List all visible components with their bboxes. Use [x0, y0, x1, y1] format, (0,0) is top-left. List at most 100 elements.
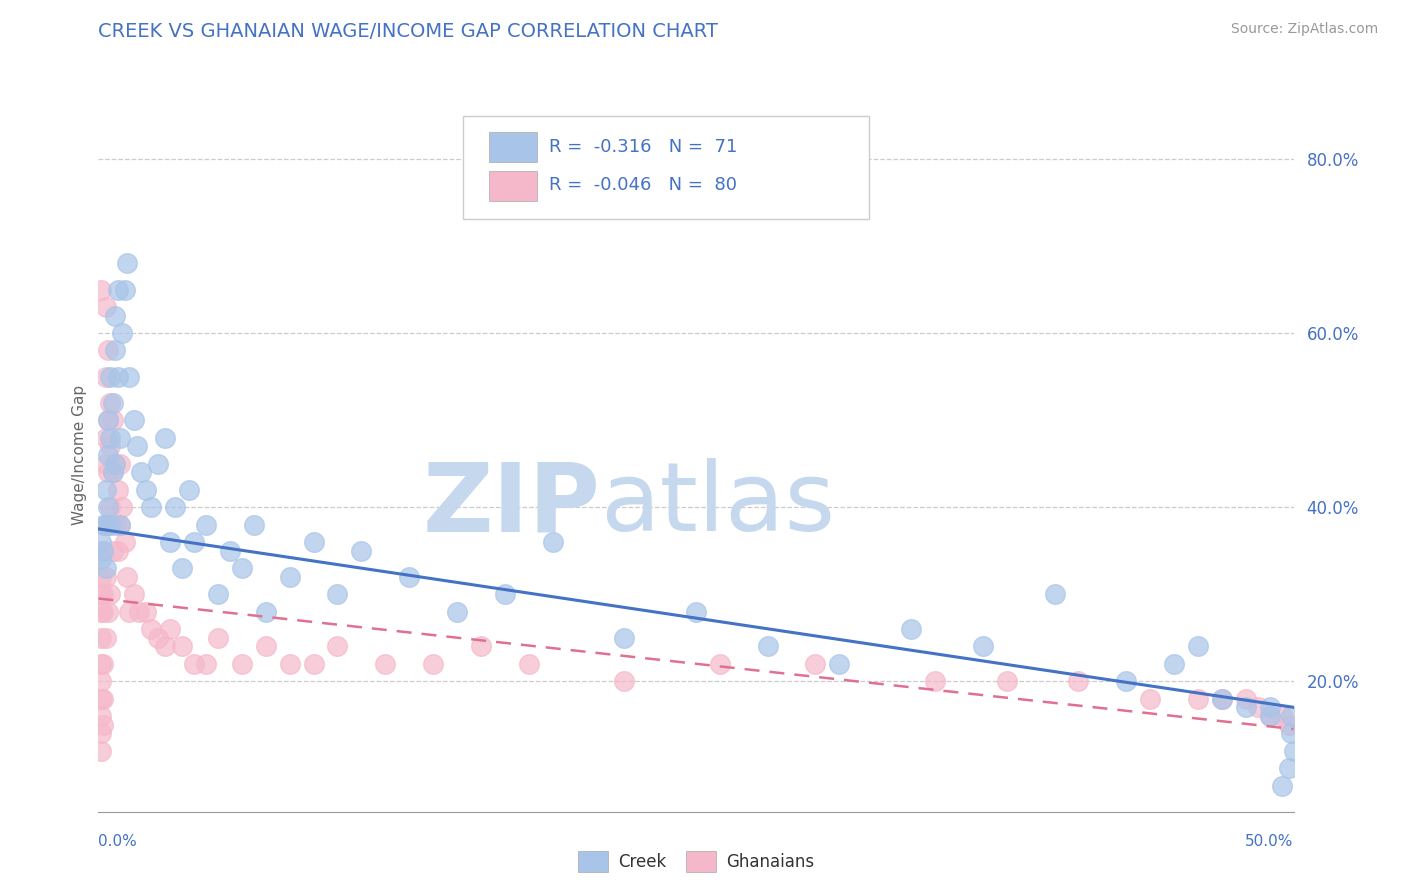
- Point: [155, 640, 177, 654]
- Point: [613, 674, 636, 689]
- Point: [194, 657, 217, 671]
- Bar: [489, 132, 537, 162]
- Point: [278, 570, 301, 584]
- Point: [135, 483, 157, 497]
- Point: [90, 587, 112, 601]
- Point: [107, 543, 129, 558]
- Point: [94, 457, 117, 471]
- Point: [995, 674, 1018, 689]
- Text: 50.0%: 50.0%: [1246, 834, 1294, 849]
- Point: [302, 535, 325, 549]
- Point: [179, 483, 201, 497]
- Point: [97, 500, 120, 515]
- Text: CREEK VS GHANAIAN WAGE/INCOME GAP CORRELATION CHART: CREEK VS GHANAIAN WAGE/INCOME GAP CORREL…: [98, 22, 718, 41]
- Point: [104, 517, 127, 532]
- Point: [101, 466, 124, 480]
- Point: [1211, 691, 1233, 706]
- Point: [1278, 761, 1301, 775]
- Point: [97, 413, 120, 427]
- Point: [1139, 691, 1161, 706]
- Point: [98, 587, 122, 601]
- Point: [183, 657, 205, 671]
- Point: [90, 605, 112, 619]
- Point: [97, 413, 120, 427]
- Point: [94, 430, 117, 444]
- Point: [159, 622, 181, 636]
- Point: [1043, 587, 1066, 601]
- Point: [302, 657, 325, 671]
- Point: [1187, 640, 1209, 654]
- Point: [91, 543, 114, 558]
- Point: [101, 466, 124, 480]
- Point: [98, 500, 122, 515]
- FancyBboxPatch shape: [463, 116, 869, 219]
- Point: [1279, 709, 1302, 723]
- Point: [101, 395, 124, 409]
- Legend: Creek, Ghanaians: Creek, Ghanaians: [571, 845, 821, 879]
- Point: [94, 561, 117, 575]
- Point: [828, 657, 851, 671]
- Text: Source: ZipAtlas.com: Source: ZipAtlas.com: [1230, 22, 1378, 37]
- Point: [101, 543, 124, 558]
- Point: [350, 543, 373, 558]
- Point: [98, 517, 122, 532]
- Point: [90, 726, 112, 740]
- Point: [90, 283, 112, 297]
- Point: [118, 605, 141, 619]
- Point: [90, 744, 112, 758]
- Point: [924, 674, 946, 689]
- Point: [107, 369, 129, 384]
- Point: [1187, 691, 1209, 706]
- Point: [91, 605, 114, 619]
- Point: [207, 587, 229, 601]
- Point: [97, 605, 120, 619]
- Point: [97, 343, 120, 358]
- Point: [98, 439, 122, 453]
- Point: [155, 430, 177, 444]
- Point: [1282, 744, 1305, 758]
- Point: [94, 631, 117, 645]
- Point: [194, 517, 217, 532]
- Point: [115, 570, 138, 584]
- Point: [115, 256, 138, 270]
- Point: [1258, 700, 1281, 714]
- Point: [98, 395, 122, 409]
- Point: [90, 535, 112, 549]
- Point: [90, 674, 112, 689]
- Point: [1258, 709, 1281, 723]
- Point: [1115, 674, 1137, 689]
- Point: [90, 657, 112, 671]
- Point: [494, 587, 516, 601]
- Point: [94, 570, 117, 584]
- Point: [91, 657, 114, 671]
- Point: [470, 640, 492, 654]
- Point: [1067, 674, 1090, 689]
- Point: [172, 640, 194, 654]
- Point: [231, 657, 253, 671]
- Point: [107, 483, 129, 497]
- Point: [104, 309, 127, 323]
- Point: [124, 413, 146, 427]
- Point: [98, 369, 122, 384]
- Point: [219, 543, 242, 558]
- Point: [613, 631, 636, 645]
- Point: [124, 587, 146, 601]
- Point: [756, 640, 779, 654]
- Text: atlas: atlas: [600, 458, 835, 551]
- Point: [254, 640, 277, 654]
- Point: [709, 657, 731, 671]
- Text: R =  -0.316   N =  71: R = -0.316 N = 71: [548, 137, 737, 155]
- Point: [1278, 717, 1301, 731]
- Point: [104, 457, 127, 471]
- Point: [90, 552, 112, 566]
- Point: [101, 413, 124, 427]
- Point: [111, 326, 134, 340]
- Point: [172, 561, 194, 575]
- Y-axis label: Wage/Income Gap: Wage/Income Gap: [72, 384, 87, 525]
- Point: [108, 517, 131, 532]
- Point: [90, 709, 112, 723]
- Point: [1258, 709, 1281, 723]
- Text: ZIP: ZIP: [422, 458, 600, 551]
- Text: 0.0%: 0.0%: [98, 834, 138, 849]
- Point: [326, 587, 349, 601]
